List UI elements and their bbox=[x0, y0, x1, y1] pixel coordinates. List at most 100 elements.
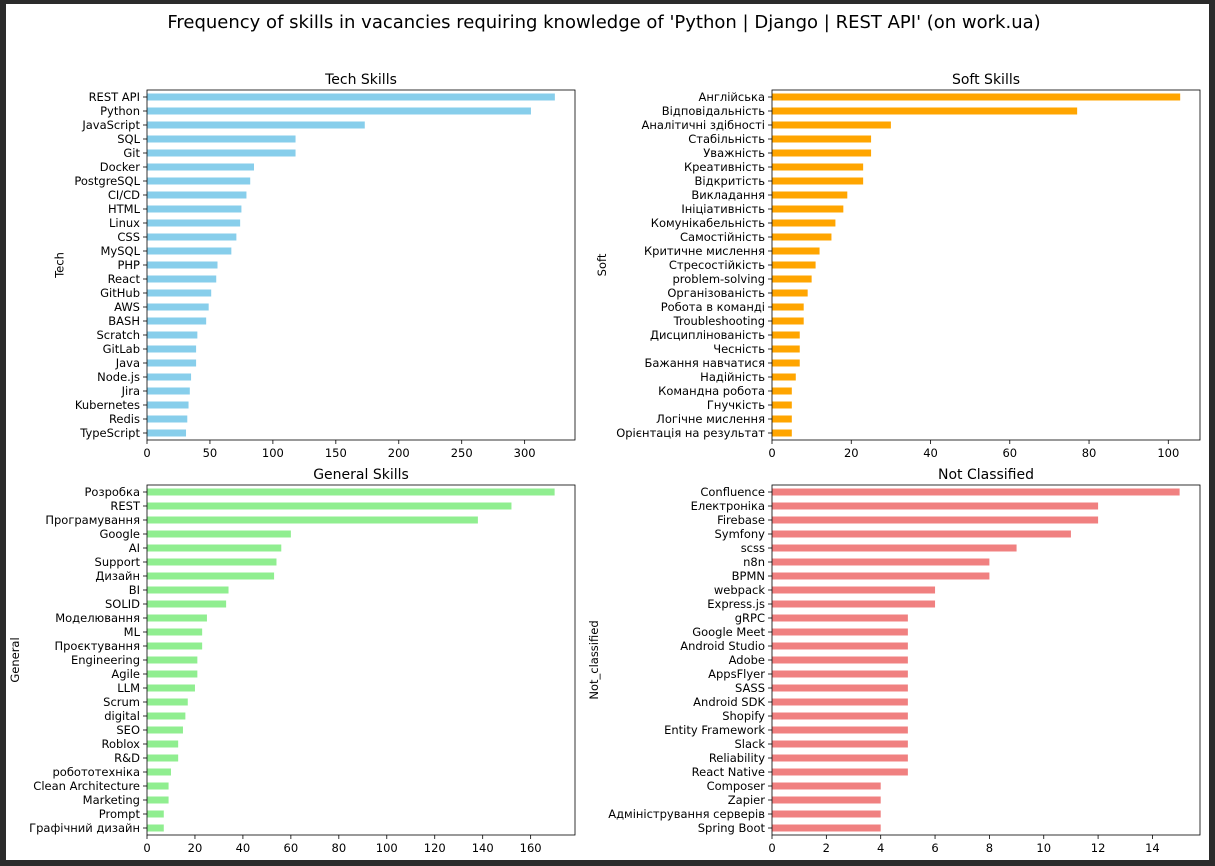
general-category-label: BI bbox=[129, 583, 140, 597]
general-bar bbox=[147, 712, 186, 720]
tech-bar bbox=[147, 191, 247, 199]
tech-y-axis-label: Tech bbox=[53, 252, 67, 279]
not-classified-category-label: Composer bbox=[707, 779, 766, 793]
soft-category-label: Надійність bbox=[700, 370, 765, 384]
not-classified-category-label: Express.js bbox=[707, 597, 765, 611]
general-bar bbox=[147, 502, 512, 510]
general-x-tick-label: 20 bbox=[188, 841, 203, 855]
tech-axes-frame bbox=[146, 89, 576, 441]
not-classified-bar bbox=[772, 782, 881, 790]
not-classified-x-tick-label: 2 bbox=[823, 841, 830, 855]
tech-bar bbox=[147, 205, 242, 213]
tech-category-label: SQL bbox=[117, 132, 140, 146]
not-classified-axes-frame bbox=[771, 484, 1201, 836]
soft-chart: Soft Skills АнглійськаВідповідальністьАна… bbox=[595, 72, 1201, 460]
general-bar bbox=[147, 754, 179, 762]
general-category-label: R&D bbox=[114, 751, 140, 765]
tech-bar bbox=[147, 415, 188, 423]
soft-bar bbox=[772, 359, 800, 367]
tech-bar bbox=[147, 387, 190, 395]
tech-category-label: JavaScript bbox=[81, 118, 140, 132]
general-x-tick-label: 160 bbox=[520, 841, 542, 855]
tech-bar bbox=[147, 275, 217, 283]
general-bar bbox=[147, 726, 183, 734]
soft-bar bbox=[772, 261, 816, 269]
not-classified-category-label: Google Meet bbox=[692, 625, 765, 639]
tech-category-label: Docker bbox=[100, 160, 141, 174]
not-classified-category-label: AppsFlyer bbox=[708, 667, 765, 681]
soft-bar bbox=[772, 373, 796, 381]
not-classified-bar bbox=[772, 824, 881, 832]
tech-category-label: Scratch bbox=[96, 328, 140, 342]
tech-bar bbox=[147, 359, 197, 367]
general-title: General Skills bbox=[313, 467, 409, 483]
tech-category-label: HTML bbox=[108, 202, 141, 216]
soft-bar bbox=[772, 149, 872, 157]
soft-bar bbox=[772, 247, 820, 255]
soft-category-label: Уважність bbox=[703, 146, 765, 160]
soft-bar bbox=[772, 401, 792, 409]
general-category-label: REST bbox=[110, 499, 141, 513]
soft-bar bbox=[772, 107, 1078, 115]
general-bar bbox=[147, 698, 188, 706]
soft-category-label: Стабільність bbox=[688, 132, 765, 146]
general-bar bbox=[147, 614, 207, 622]
soft-bar bbox=[772, 163, 864, 171]
soft-category-label: Орієнтація на результат bbox=[616, 426, 765, 440]
not-classified-bar bbox=[772, 544, 1017, 552]
not-classified-x-tick-label: 6 bbox=[931, 841, 938, 855]
not-classified-bar bbox=[772, 810, 881, 818]
soft-bar bbox=[772, 191, 848, 199]
soft-category-label: Самостійність bbox=[680, 230, 765, 244]
not-classified-x-tick-label: 4 bbox=[877, 841, 884, 855]
not-classified-category-label: Firebase bbox=[717, 513, 765, 527]
not-classified-category-label: scss bbox=[741, 541, 765, 555]
tech-category-label: Python bbox=[100, 104, 140, 118]
not-classified-x-tick-label: 10 bbox=[1036, 841, 1051, 855]
not-classified-chart: Not Classified ConfluenceЕлектронікаFireb… bbox=[587, 467, 1201, 855]
not-classified-bar bbox=[772, 614, 908, 622]
general-x-tick-label: 120 bbox=[424, 841, 446, 855]
general-x-tick-label: 0 bbox=[143, 841, 150, 855]
general-bar bbox=[147, 488, 555, 496]
tech-bar bbox=[147, 135, 296, 143]
not-classified-title: Not Classified bbox=[938, 467, 1034, 483]
soft-category-label: Гнучкість bbox=[707, 398, 765, 412]
tech-bar bbox=[147, 149, 296, 157]
general-bar bbox=[147, 768, 171, 776]
general-bar bbox=[147, 572, 275, 580]
tech-category-label: TypeScript bbox=[79, 426, 140, 440]
tech-bar bbox=[147, 163, 254, 171]
general-x-tick-label: 80 bbox=[332, 841, 347, 855]
general-category-label: LLM bbox=[117, 681, 140, 695]
general-category-label: Scrum bbox=[103, 695, 140, 709]
figure-svg: Frequency of skills in vacancies requiri… bbox=[8, 12, 1201, 855]
tech-bar bbox=[147, 373, 192, 381]
not-classified-bar bbox=[772, 530, 1071, 538]
general-category-label: Clean Architecture bbox=[33, 779, 140, 793]
not-classified-y-axis-label: Not_classified bbox=[587, 620, 601, 699]
tech-x-tick-label: 300 bbox=[514, 446, 536, 460]
soft-x-tick-label: 0 bbox=[768, 446, 775, 460]
not-classified-bar bbox=[772, 698, 908, 706]
soft-category-label: Викладання bbox=[691, 188, 765, 202]
tech-category-label: PHP bbox=[117, 258, 140, 272]
general-category-label: AI bbox=[129, 541, 140, 555]
general-category-label: Дизайн bbox=[95, 569, 140, 583]
tech-category-label: Redis bbox=[109, 412, 140, 426]
general-bar bbox=[147, 558, 277, 566]
soft-category-label: Комунікабельність bbox=[651, 216, 765, 230]
not-classified-bar bbox=[772, 642, 908, 650]
soft-bar bbox=[772, 345, 800, 353]
not-classified-bar bbox=[772, 628, 908, 636]
general-bar bbox=[147, 530, 291, 538]
not-classified-bar bbox=[772, 488, 1180, 496]
general-y-axis-label: General bbox=[8, 637, 22, 682]
general-x-tick-label: 140 bbox=[472, 841, 494, 855]
soft-category-label: Критичне мислення bbox=[644, 244, 765, 258]
tech-x-tick-label: 100 bbox=[262, 446, 284, 460]
tech-x-tick-label: 0 bbox=[143, 446, 150, 460]
tech-category-label: Node.js bbox=[97, 370, 140, 384]
not-classified-bar bbox=[772, 684, 908, 692]
not-classified-category-label: Spring Boot bbox=[698, 821, 766, 835]
